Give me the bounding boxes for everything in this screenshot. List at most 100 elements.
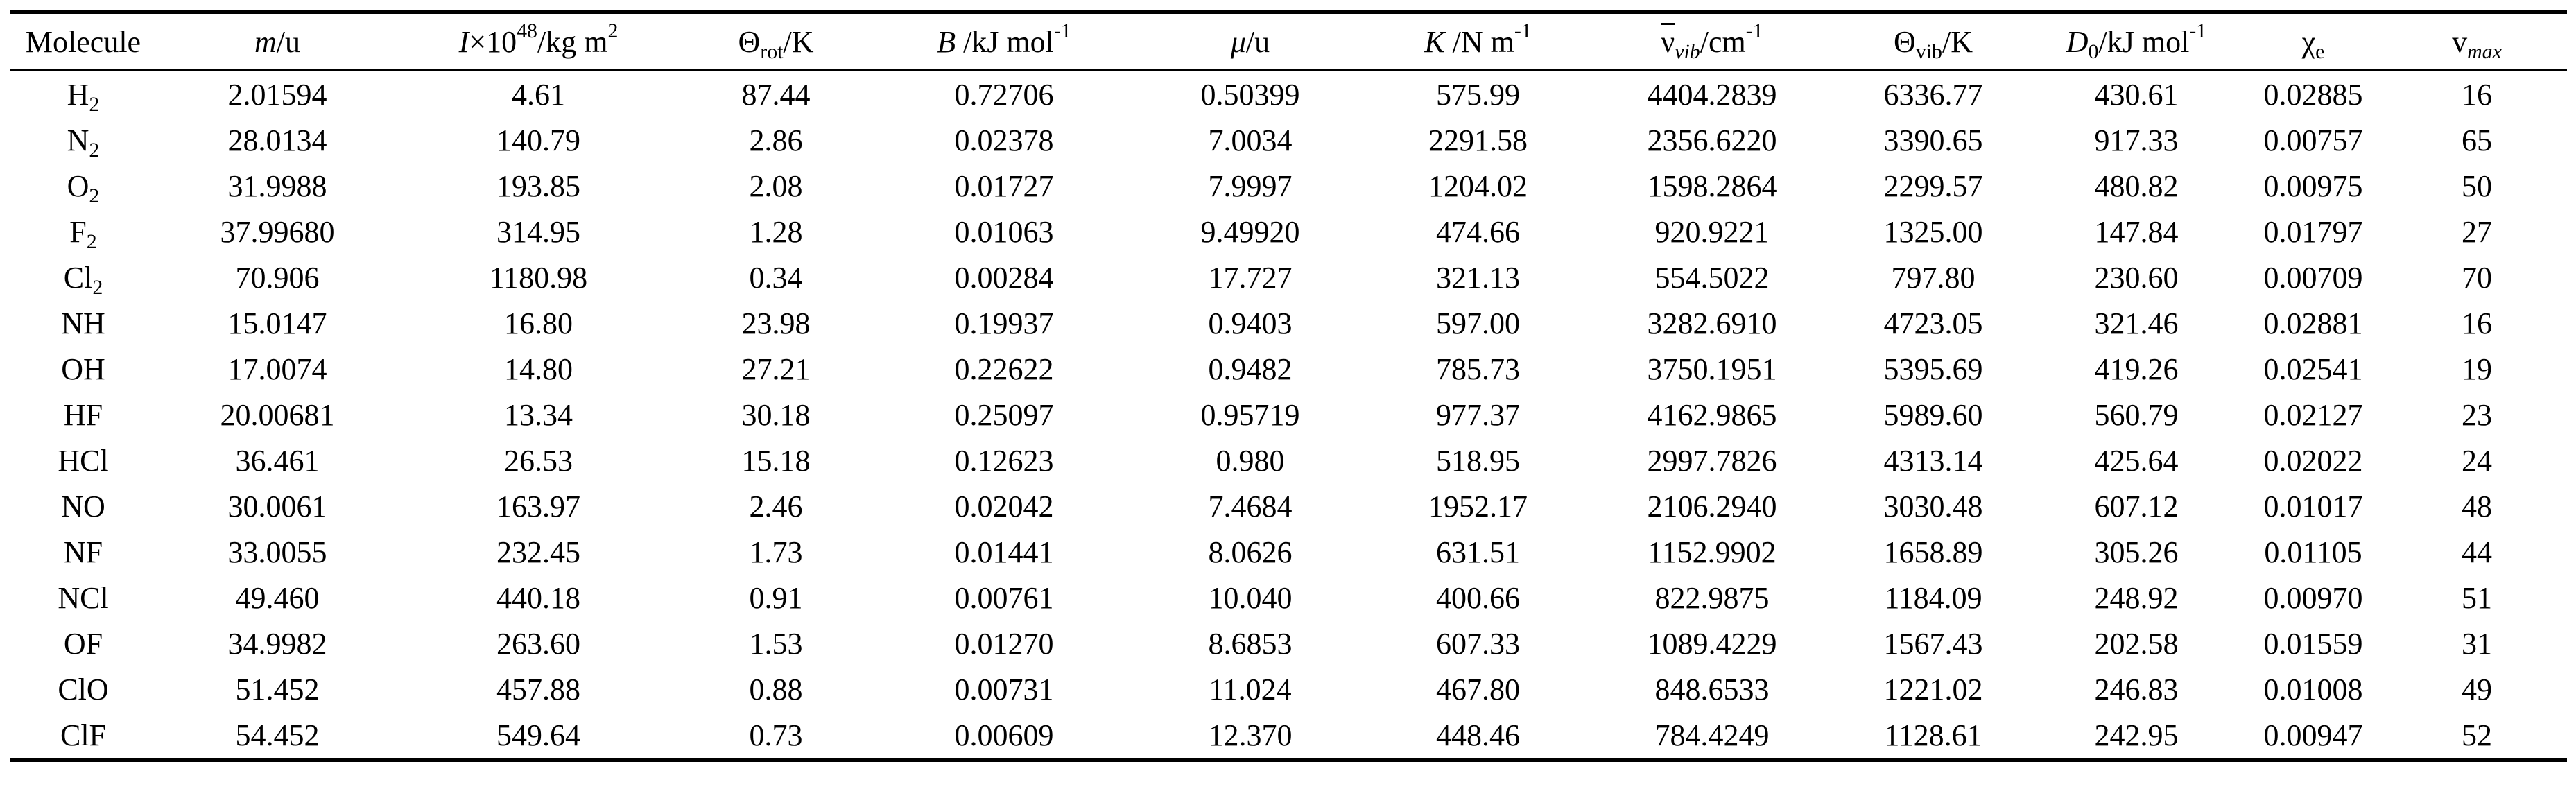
- cell-inertia: 263.60: [496, 626, 580, 661]
- table-row: NF 33.0055 232.45 1.73 0.01441 8.0626 631.51 11…: [10, 529, 2567, 575]
- cell-theta-rot: 1.53: [749, 626, 803, 661]
- cell-reduced-mass: 0.9482: [1208, 352, 1293, 386]
- table-row: N2 28.0134 140.79 2.86 0.02378 7.0034 2291.58 2…: [10, 117, 2567, 163]
- cell-inertia: 26.53: [504, 443, 573, 478]
- cell-molecule: ClO: [10, 666, 157, 712]
- molecule-formula: O: [67, 168, 89, 203]
- cell-wavenumber: 920.9221: [1654, 214, 1770, 249]
- cell-mass: 28.0134: [227, 123, 327, 157]
- header-force-constant: K /N m-1: [1365, 10, 1591, 71]
- cell-v-max: 24: [2462, 443, 2492, 478]
- cell-molecule: OF: [10, 621, 157, 666]
- cell-rotational-constant: 0.02042: [954, 489, 1054, 523]
- cell-mass: 37.99680: [220, 214, 335, 249]
- table-row: NH 15.0147 16.80 23.98 0.19937 0.9403 597.00 32…: [10, 300, 2567, 346]
- molecule-formula: Cl: [63, 260, 93, 295]
- cell-theta-rot: 0.91: [749, 580, 803, 615]
- molecule-formula: N: [67, 123, 89, 157]
- header-row: Molecule m/u I×1048/kg m2 Θrot/K B /kJ m…: [10, 10, 2567, 71]
- cell-reduced-mass: 11.024: [1209, 672, 1292, 706]
- header-mass: m/u: [157, 10, 398, 71]
- cell-v-max: 52: [2387, 712, 2567, 762]
- table-row: ClO 51.452 457.88 0.88 0.00731 11.024 467.80 84…: [10, 666, 2567, 712]
- cell-rotational-constant: 0.19937: [954, 306, 1054, 340]
- cell-theta-vib: 1221.02: [1883, 672, 1983, 706]
- cell-theta-rot: 2.46: [749, 489, 803, 523]
- table-row: Cl2 70.906 1180.98 0.34 0.00284 17.727 321.13 5…: [10, 254, 2567, 300]
- cell-wavenumber: 4162.9865: [1647, 397, 1777, 432]
- cell-wavenumber: 822.9875: [1654, 580, 1770, 615]
- cell-rotational-constant: 0.12623: [954, 443, 1054, 478]
- cell-rotational-constant: 0.01270: [954, 626, 1054, 661]
- cell-theta-vib: 1658.89: [1883, 535, 1983, 569]
- header-theta-rot: Θrot/K: [679, 10, 873, 71]
- cell-force-constant: 785.73: [1436, 352, 1520, 386]
- cell-dissociation-energy: 147.84: [2094, 214, 2179, 249]
- cell-force-constant: 575.99: [1436, 77, 1520, 112]
- molecule-formula: OF: [63, 626, 103, 661]
- cell-anharmonicity: 0.02885: [2263, 77, 2363, 112]
- cell-reduced-mass: 17.727: [1208, 260, 1293, 295]
- table-row: F2 37.99680 314.95 1.28 0.01063 9.49920 474.66…: [10, 209, 2567, 254]
- cell-wavenumber: 848.6533: [1654, 672, 1770, 706]
- cell-theta-vib: 4313.14: [1883, 443, 1983, 478]
- cell-v-max: 50: [2462, 168, 2492, 203]
- cell-rotational-constant: 0.25097: [954, 397, 1054, 432]
- cell-dissociation-energy: 917.33: [2094, 123, 2179, 157]
- cell-theta-rot: 15.18: [741, 443, 811, 478]
- cell-v-max: 48: [2462, 489, 2492, 523]
- table-row: OH 17.0074 14.80 27.21 0.22622 0.9482 785.73 37…: [10, 346, 2567, 392]
- cell-theta-vib: 1128.61: [1833, 712, 2033, 762]
- cell-rotational-constant: 0.02378: [954, 123, 1054, 157]
- cell-anharmonicity: 0.02541: [2263, 352, 2363, 386]
- cell-dissociation-energy: 321.46: [2094, 306, 2179, 340]
- cell-inertia: 1180.98: [489, 260, 588, 295]
- molecule-formula: F: [69, 214, 87, 249]
- cell-inertia: 457.88: [496, 672, 580, 706]
- cell-wavenumber: 2997.7826: [1647, 443, 1777, 478]
- header-wavenumber: νvib/cm-1: [1591, 10, 1833, 71]
- cell-inertia: 13.34: [504, 397, 573, 432]
- cell-molecule: O2: [10, 163, 157, 209]
- cell-anharmonicity: 0.00757: [2263, 123, 2363, 157]
- cell-v-max: 23: [2462, 397, 2492, 432]
- cell-v-max: 70: [2462, 260, 2492, 295]
- cell-inertia: 14.80: [504, 352, 573, 386]
- table-row: O2 31.9988 193.85 2.08 0.01727 7.9997 1204.02 1…: [10, 163, 2567, 209]
- table-row: NO 30.0061 163.97 2.46 0.02042 7.4684 1952.17 2…: [10, 483, 2567, 529]
- cell-reduced-mass: 8.0626: [1208, 535, 1293, 569]
- cell-anharmonicity: 0.02022: [2263, 443, 2363, 478]
- cell-theta-rot: 0.88: [749, 672, 803, 706]
- cell-theta-rot: 2.86: [749, 123, 803, 157]
- molecule-formula: NCl: [58, 580, 109, 615]
- molecule-formula: HF: [63, 397, 103, 432]
- cell-dissociation-energy: 607.12: [2094, 489, 2179, 523]
- cell-rotational-constant: 0.01063: [954, 214, 1054, 249]
- cell-dissociation-energy: 560.79: [2094, 397, 2179, 432]
- cell-anharmonicity: 0.00709: [2263, 260, 2363, 295]
- cell-wavenumber: 1089.4229: [1647, 626, 1777, 661]
- cell-reduced-mass: 8.6853: [1208, 626, 1293, 661]
- cell-reduced-mass: 7.4684: [1208, 489, 1293, 523]
- cell-force-constant: 474.66: [1436, 214, 1520, 249]
- cell-anharmonicity: 0.00975: [2263, 168, 2363, 203]
- cell-mass: 17.0074: [227, 352, 327, 386]
- header-v-max: vmax: [2387, 10, 2567, 71]
- cell-dissociation-energy: 248.92: [2094, 580, 2179, 615]
- cell-theta-vib: 6336.77: [1883, 77, 1983, 112]
- cell-mass: 51.452: [235, 672, 320, 706]
- cell-wavenumber: 2356.6220: [1647, 123, 1777, 157]
- cell-mass: 2.01594: [227, 77, 327, 112]
- cell-dissociation-energy: 480.82: [2094, 168, 2179, 203]
- cell-molecule: NF: [10, 529, 157, 575]
- cell-theta-rot: 27.21: [741, 352, 811, 386]
- cell-anharmonicity: 0.00970: [2263, 580, 2363, 615]
- molecule-formula: NO: [61, 489, 105, 523]
- cell-wavenumber: 3750.1951: [1647, 352, 1777, 386]
- cell-reduced-mass: 0.980: [1216, 443, 1285, 478]
- cell-rotational-constant: 0.01727: [954, 168, 1054, 203]
- cell-inertia: 193.85: [496, 168, 580, 203]
- cell-dissociation-energy: 430.61: [2094, 77, 2179, 112]
- cell-force-constant: 977.37: [1436, 397, 1520, 432]
- table-row: H2 2.01594 4.61 87.44 0.72706 0.50399 575.99 44…: [10, 71, 2567, 118]
